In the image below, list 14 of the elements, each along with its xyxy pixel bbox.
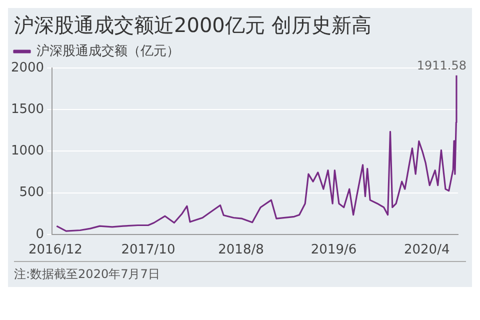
annotation: 1911.58 [416, 58, 466, 72]
text: 注:数据截至2020年7月7日 [14, 266, 161, 283]
y-tick-label: 500 [19, 185, 44, 200]
x-tick-label: 2019/6 [310, 242, 357, 258]
legend-label: 沪深股通成交额（亿元） [36, 42, 180, 59]
y-tick-label: 2000 [10, 60, 44, 76]
x-tick-label: 2017/10 [121, 242, 176, 258]
y-tick-label: 0 [36, 226, 44, 242]
y-tick-label: 1500 [10, 102, 44, 117]
x-tick-label: 2020/4 [404, 242, 450, 258]
y-tick-label: 1000 [10, 144, 44, 159]
x-tick-label: 2016/12 [28, 242, 82, 258]
x-tick-label: 2018/8 [218, 242, 264, 258]
chart-title: 沪深股通成交额近2000亿元 创历史新高 [13, 12, 372, 39]
